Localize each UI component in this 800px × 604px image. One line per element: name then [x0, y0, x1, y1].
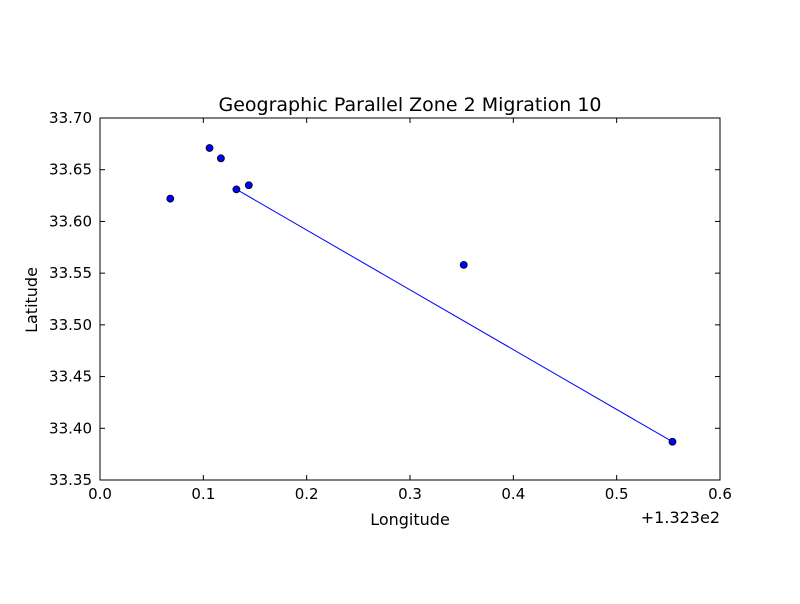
x-tick-label: 0.6 [708, 485, 732, 503]
plot-frame [99, 117, 721, 481]
axis-ticks: 0.0 0.1 0.2 0.3 0.4 0.5 0.6 33.35 33.40 33.45 33.5… [49, 109, 732, 503]
scatter-point [166, 194, 175, 203]
scatter-point [244, 181, 253, 190]
scatter-point [216, 154, 225, 163]
x-axis-label: Longitude [370, 510, 450, 529]
y-axis-label: Latitude [22, 267, 41, 333]
scatter-point [232, 185, 241, 194]
y-tick-label: 33.70 [49, 109, 92, 127]
y-tick-label: 33.40 [49, 419, 92, 437]
x-tick-label: 0.0 [88, 485, 112, 503]
x-offset-label: +1.323e2 [641, 508, 720, 527]
y-tick-label: 33.50 [49, 316, 92, 334]
scatter-point [205, 144, 214, 152]
y-tick-label: 33.65 [49, 161, 92, 179]
series-line [236, 188, 673, 443]
x-tick-label: 0.3 [398, 485, 422, 503]
scatter-point [459, 260, 468, 269]
scatter-point [668, 437, 677, 446]
x-tick-label: 0.1 [191, 485, 215, 503]
plot-marks [166, 144, 677, 446]
y-tick-label: 33.45 [49, 368, 92, 386]
x-tick-label: 0.4 [501, 485, 525, 503]
y-tick-label: 33.35 [49, 471, 92, 489]
x-tick-label: 0.5 [605, 485, 629, 503]
y-tick-label: 33.55 [49, 264, 92, 282]
y-tick-label: 33.60 [49, 212, 92, 230]
x-tick-label: 0.2 [295, 485, 319, 503]
chart-title: Geographic Parallel Zone 2 Migration 10 [218, 94, 601, 116]
